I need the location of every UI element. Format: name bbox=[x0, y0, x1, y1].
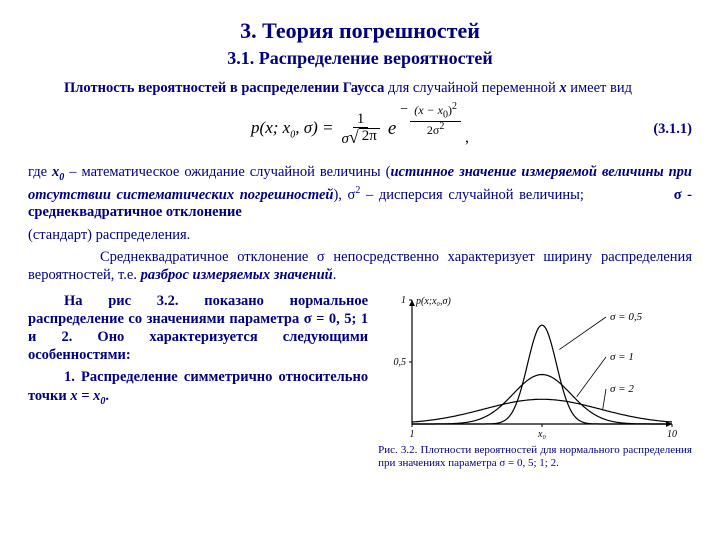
svg-text:x₀: x₀ bbox=[537, 429, 546, 440]
svg-text:p(x;x₀,σ): p(x;x₀,σ) bbox=[415, 296, 451, 307]
eq-frac1: 1 σ√2π bbox=[337, 112, 383, 147]
section-title: 3. Теория погрешностей bbox=[28, 18, 692, 44]
eq-e: e bbox=[388, 118, 396, 140]
sigma-paragraph: Среднеквадратичное отклонение σ непосред… bbox=[28, 248, 692, 284]
eq-comma: , bbox=[465, 129, 469, 147]
svg-text:σ = 0,5: σ = 0,5 bbox=[610, 311, 643, 323]
exp-den: 2σ2 bbox=[423, 122, 448, 136]
svg-text:0,5: 0,5 bbox=[394, 357, 407, 368]
eq-minus: − bbox=[400, 102, 408, 118]
intro-lead: Плотность вероятностей в распределении Г… bbox=[64, 80, 384, 96]
eq-lhs: p(x; x0, σ) = bbox=[251, 118, 333, 140]
intro-mid: для случайной переменной bbox=[384, 80, 559, 96]
equation-number: (3.1.1) bbox=[653, 121, 692, 138]
figure-column: 0,5 1 p(x;x₀,σ) 1 x₀ 10 σ = 0,5 σ = 1 σ = 2 Рис.… bbox=[378, 292, 692, 469]
svg-text:σ = 1: σ = 1 bbox=[610, 351, 634, 363]
intro-paragraph: Плотность вероятностей в распределении Г… bbox=[28, 79, 692, 97]
equation: p(x; x0, σ) = 1 σ√2π e − (x − x0)2 2σ2 , bbox=[241, 110, 479, 149]
gaussian-chart: 0,5 1 p(x;x₀,σ) 1 x₀ 10 σ = 0,5 σ = 1 σ = 2 bbox=[378, 292, 678, 442]
frac1-num: 1 bbox=[353, 112, 369, 128]
intro-var: x bbox=[559, 80, 566, 96]
figure-row: На рис 3.2. показано нормальное распреде… bbox=[28, 292, 692, 469]
figure-caption: Рис. 3.2. Плотности вероятностей для нор… bbox=[378, 444, 692, 469]
svg-text:1: 1 bbox=[401, 295, 406, 306]
intro-tail: имеет вид bbox=[567, 80, 632, 96]
eq-exp: (x − x0)2 2σ2 bbox=[410, 102, 461, 135]
subsection-title: 3.1. Распределение вероятностей bbox=[28, 48, 692, 69]
svg-text:10: 10 bbox=[667, 429, 677, 440]
figure-description: На рис 3.2. показано нормальное распреде… bbox=[28, 292, 368, 469]
sqrt: √2π bbox=[349, 128, 380, 146]
fig-desc-b: 1. Распределение симметрично относительн… bbox=[28, 368, 368, 408]
definition-tail: (стандарт) распределения. bbox=[28, 226, 692, 244]
definition-paragraph: где x0 – математическое ожидание случайн… bbox=[28, 163, 692, 221]
fig-desc-a: На рис 3.2. показано нормальное распреде… bbox=[28, 292, 368, 365]
exp-num: (x − x0)2 bbox=[410, 102, 461, 121]
frac1-den: σ√2π bbox=[337, 128, 383, 147]
equation-row: p(x; x0, σ) = 1 σ√2π e − (x − x0)2 2σ2 ,… bbox=[28, 101, 692, 157]
svg-text:σ = 2: σ = 2 bbox=[610, 383, 634, 395]
svg-text:1: 1 bbox=[410, 429, 415, 440]
